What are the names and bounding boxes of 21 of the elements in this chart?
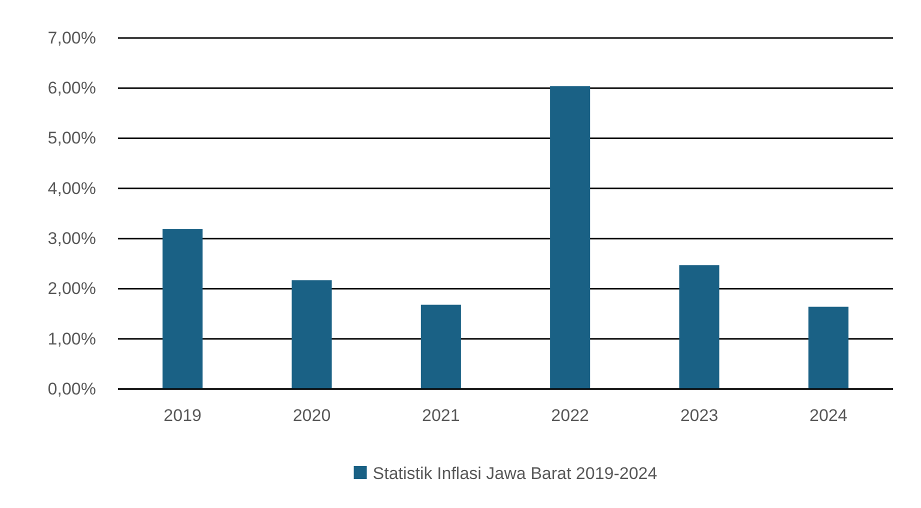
y-tick-label: 2,00% (48, 279, 96, 298)
x-tick-label: 2023 (680, 406, 718, 426)
x-tick-label: 2020 (292, 406, 331, 426)
bar (679, 265, 720, 389)
bar (420, 304, 461, 389)
y-tick-label: 0,00% (48, 379, 96, 398)
y-tick-label: 5,00% (48, 128, 96, 148)
bar (292, 280, 332, 389)
y-tick-label: 6,00% (48, 78, 96, 98)
legend-label: Statistik Inflasi Jawa Barat 2019-2024 (372, 464, 658, 483)
y-tick-label: 1,00% (48, 329, 96, 348)
x-tick-label: 2022 (551, 406, 589, 426)
x-tick-label: 2019 (164, 406, 202, 426)
y-tick-label: 3,00% (48, 229, 96, 248)
bar (808, 306, 848, 389)
y-tick-label: 7,00% (48, 28, 96, 48)
bar (550, 86, 590, 389)
x-tick-label: 2021 (422, 406, 460, 426)
x-tick-label: 2024 (810, 406, 848, 426)
y-tick-label: 4,00% (48, 178, 96, 198)
bar (162, 229, 203, 389)
